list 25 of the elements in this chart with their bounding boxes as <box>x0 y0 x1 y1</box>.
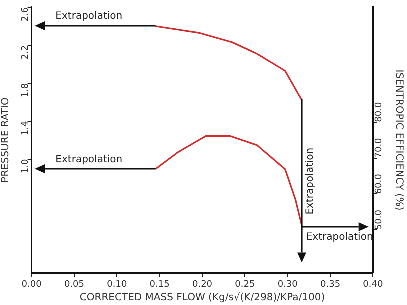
annotation: Extrapolation <box>306 232 374 243</box>
x-tick-label: 0.20 <box>192 280 213 290</box>
y2-tick-label: 50.0 <box>374 210 385 230</box>
x-axis-title: CORRECTED MASS FLOW (Kg/s√(K/298)/KPa/100) <box>80 292 326 304</box>
y2-tick-label: 80.0 <box>374 102 385 122</box>
x-tick-label: 0.35 <box>320 280 341 290</box>
y-axis-title: PRESSURE RATIO <box>0 98 12 183</box>
y2-tick-label: 60.0 <box>374 174 385 194</box>
x-tick-label: 0.15 <box>150 280 170 290</box>
y2-tick-label: 70.0 <box>374 138 385 158</box>
x-tick-label: 0.00 <box>22 280 42 290</box>
y-tick-label: 2.2 <box>21 45 32 60</box>
x-tick-label: 0.25 <box>235 280 256 290</box>
x-tick-label: 0.05 <box>64 280 84 290</box>
x-tick-label: 0.40 <box>363 280 384 290</box>
y-tick-label: 1.8 <box>21 83 32 98</box>
annotation: Extrapolation <box>305 148 316 215</box>
x-tick-label: 0.30 <box>278 280 298 290</box>
y-tick-label: 1.0 <box>21 159 32 174</box>
x-tick-label: 0.10 <box>107 280 128 290</box>
y-tick-label: 1.4 <box>21 121 32 136</box>
y2-axis-title: ISENTROPIC EFFICIENCY (%) <box>393 70 404 211</box>
annotation: Extrapolation <box>56 10 123 22</box>
y-tick-label: 2.6 <box>21 7 32 22</box>
annotation: Extrapolation <box>56 154 123 166</box>
